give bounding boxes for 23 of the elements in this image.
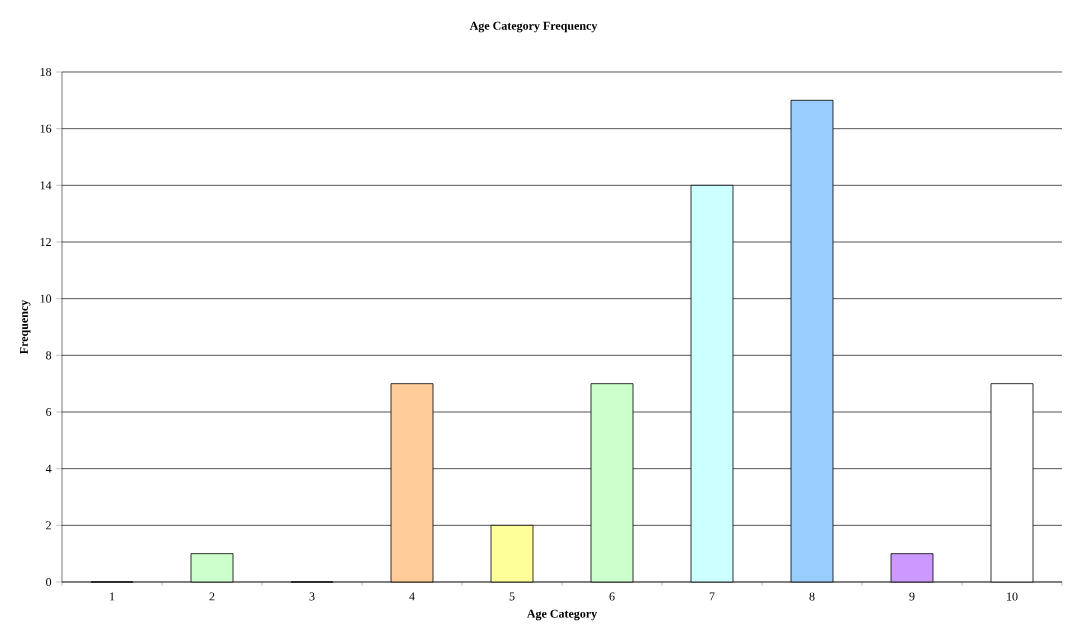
y-tick-label: 16 [40, 124, 52, 133]
x-tick-label: 8 [809, 592, 815, 601]
x-tick-label: 5 [509, 592, 515, 601]
y-tick-label: 2 [46, 521, 51, 530]
y-tick-label: 4 [45, 464, 52, 473]
x-axis-title: Age Category [526, 609, 598, 621]
x-tick-label: 7 [709, 592, 715, 601]
y-tick-label: 14 [40, 181, 52, 190]
x-tick-label: 10 [1007, 592, 1018, 601]
x-tick-label: 1 [110, 592, 115, 601]
x-tick-label: 4 [409, 592, 415, 601]
y-axis-title: Frequency [19, 299, 31, 355]
y-tick-label: 18 [40, 67, 52, 77]
y-tick-label: 6 [46, 407, 52, 417]
x-tick-label: 2 [209, 592, 215, 601]
y-tick-label: 12 [40, 238, 51, 246]
x-tick-label: 3 [309, 592, 315, 601]
x-tick-label: 9 [909, 592, 915, 601]
y-tick-label: 0 [46, 577, 52, 587]
y-tick-label: 10 [40, 294, 52, 303]
chart-title: Age Category Frequency [469, 21, 598, 33]
y-tick-label: 8 [46, 351, 52, 360]
x-tick-label: 6 [609, 592, 615, 601]
